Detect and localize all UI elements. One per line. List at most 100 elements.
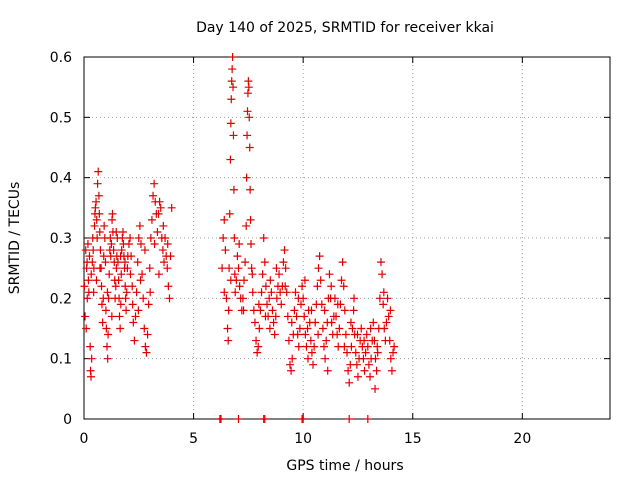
data-point [238,294,247,303]
data-point [254,300,263,309]
data-point [315,252,324,261]
data-point [311,318,320,327]
chart-title: Day 140 of 2025, SRMTID for receiver kka… [196,20,494,36]
data-point [140,246,149,255]
data-point [250,318,259,327]
y-tick-label: 0.5 [50,110,72,126]
data-point [128,282,137,291]
data-point [159,258,168,267]
data-point [225,264,234,273]
data-point [89,246,98,255]
data-point [291,288,300,297]
data-point [92,215,101,224]
data-point [123,264,132,273]
data-point [261,282,270,291]
data-point [124,240,133,249]
data-point [246,215,255,224]
data-point [272,294,281,303]
data-point [310,342,319,351]
data-point [115,312,124,321]
data-point [107,312,116,321]
data-point [93,234,102,242]
data-point [247,264,256,273]
data-point [242,173,251,182]
data-point [235,282,244,291]
data-point [321,354,330,363]
data-point [260,258,269,267]
data-point [373,342,382,351]
data-point [130,336,139,345]
data-point [271,312,280,321]
data-point [116,300,125,309]
data-point [144,300,153,309]
data-point [243,131,252,140]
data-point [155,197,164,206]
data-point [303,354,312,363]
data-point [364,360,373,369]
data-point [275,270,284,279]
data-point [83,240,92,249]
data-point [389,348,398,357]
x-axis-label: GPS time / hours [286,458,403,474]
data-point [83,258,92,267]
data-point [360,366,369,375]
data-point [272,264,281,273]
data-point [332,312,341,321]
data-point [234,264,243,273]
data-point [163,240,172,249]
data-point [145,264,154,273]
data-point [82,324,91,333]
data-point [369,318,378,327]
data-point [143,330,152,339]
data-point [299,415,308,423]
data-point [241,258,250,267]
data-point [104,330,113,339]
data-point [353,372,362,381]
data-point [383,294,392,303]
data-points [80,53,399,423]
y-tick-label: 0.4 [50,171,72,187]
data-point [136,276,145,285]
data-point [165,294,174,303]
data-point [294,294,303,303]
data-point [360,336,369,345]
data-point [327,318,336,327]
data-point [102,324,111,333]
data-point [290,306,299,315]
data-point [319,342,328,351]
data-point [258,270,267,279]
data-point [378,270,387,279]
data-point [154,270,163,279]
data-point [103,342,112,351]
data-point [122,306,131,315]
data-point [133,258,142,267]
data-point [220,215,229,224]
data-point [292,312,301,321]
data-point [375,294,384,303]
data-point [252,336,261,345]
data-point [333,330,342,339]
data-point [268,306,277,315]
y-tick-label: 0.2 [50,291,72,307]
data-point [247,240,256,249]
data-point [353,330,362,339]
data-point [95,209,104,218]
data-point [158,246,167,255]
data-point [300,312,309,321]
data-point [96,246,105,255]
data-point [239,276,248,285]
data-point [245,113,254,122]
data-point [260,415,269,423]
data-point [343,348,351,357]
data-point [338,258,347,267]
data-point [282,288,291,297]
data-point [103,354,112,363]
y-tick-label: 0.1 [50,352,72,368]
data-point [99,252,108,261]
data-point [386,306,395,315]
data-point [227,77,236,86]
data-point [106,234,115,242]
data-point [307,306,316,315]
data-point [244,83,253,92]
data-point [267,288,276,297]
